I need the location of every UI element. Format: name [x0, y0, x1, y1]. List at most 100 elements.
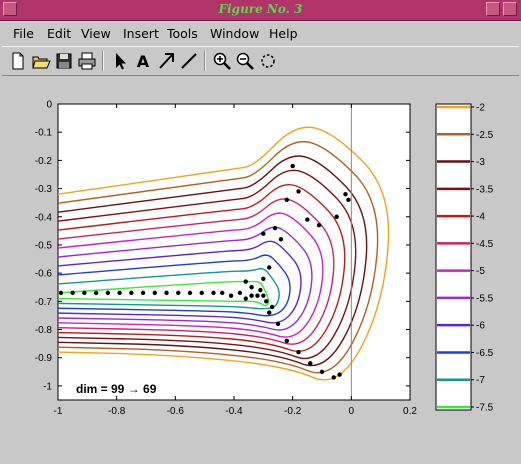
data-point — [211, 290, 216, 296]
y-tick-label: -0.3 — [35, 184, 53, 195]
x-tick-label: -0.2 — [284, 406, 302, 417]
menu-tools[interactable]: Tools — [167, 26, 198, 41]
figure-canvas[interactable]: -1 -0.8 -0.6 -0.4 -0.2 0 0.2 0 -0.1 -0.2 -0.3 -0.4… — [0, 76, 521, 464]
data-point — [272, 225, 278, 231]
colorbar-label: -2.5 — [476, 130, 494, 141]
y-tick-label: -0.9 — [35, 353, 53, 364]
window-menu-button[interactable] — [3, 2, 17, 16]
svg-text:A: A — [137, 52, 150, 71]
y-tick-label: -0.6 — [35, 269, 53, 280]
colorbar-label: -7 — [476, 375, 485, 386]
y-tick-label: -0.5 — [35, 240, 53, 251]
line-tool-icon[interactable] — [179, 51, 199, 71]
contour-line — [57, 126, 390, 381]
colorbar-levels: -2 -2.5 -3 -3.5 -4 -4.5 -5 -5.5 -6 -6.5 -7 -7.5 — [437, 103, 494, 414]
data-point — [343, 192, 348, 197]
colorbar-label: -4 — [476, 212, 485, 223]
data-point — [164, 290, 169, 296]
menu-file[interactable]: File — [13, 26, 34, 41]
text-tool-icon[interactable]: A — [133, 51, 153, 71]
data-point — [275, 321, 281, 327]
y-tick-label: -0.4 — [35, 212, 53, 223]
x-tick-label: 0 — [349, 406, 355, 417]
data-point — [220, 290, 225, 296]
data-point — [264, 299, 269, 304]
data-points — [58, 163, 351, 380]
save-icon[interactable] — [54, 51, 74, 71]
data-point — [267, 265, 272, 270]
data-point — [176, 290, 181, 296]
x-tick-label: -0.4 — [225, 406, 243, 417]
colorbar-label: -3 — [476, 157, 485, 168]
data-point — [261, 231, 266, 236]
data-point — [140, 290, 146, 296]
data-point — [261, 276, 266, 281]
data-point — [105, 290, 111, 296]
arrow-pointer-icon[interactable] — [110, 51, 130, 71]
contour-line — [57, 155, 368, 367]
data-point — [261, 293, 266, 298]
contour-line — [57, 280, 270, 307]
menu-view[interactable]: View — [81, 26, 111, 41]
colorbar-label: -6.5 — [476, 348, 494, 359]
open-folder-icon[interactable] — [31, 51, 51, 71]
x-tick-label: -0.6 — [167, 406, 185, 417]
colorbar — [435, 103, 472, 411]
colorbar-label: -5.5 — [476, 293, 494, 304]
y-axis: 0 -0.1 -0.2 -0.3 -0.4 -0.5 -0.6 -0.7 -0.8 -0.9 -1 — [35, 100, 410, 392]
data-point — [117, 290, 122, 296]
data-point — [284, 338, 289, 343]
colorbar-label: -7.5 — [476, 403, 494, 414]
x-tick-label: -0.8 — [108, 406, 126, 417]
data-point — [308, 361, 313, 366]
data-point — [243, 296, 248, 301]
contour-line — [57, 169, 357, 360]
data-point — [296, 189, 301, 194]
arrow-tool-icon[interactable] — [156, 51, 176, 71]
rotate-icon[interactable] — [258, 51, 278, 71]
data-point — [296, 349, 301, 355]
dim-annotation: dim = 99 → 69 — [76, 382, 157, 396]
colorbar-label: -5 — [476, 266, 485, 277]
x-tick-label: 0.2 — [403, 406, 417, 417]
data-point — [228, 293, 234, 298]
colorbar-label: -4.5 — [476, 239, 494, 250]
x-tick-label: -1 — [54, 406, 63, 417]
contour-line — [57, 212, 324, 338]
contour-line — [57, 141, 379, 374]
contour-line — [57, 240, 302, 324]
y-tick-label: 0 — [46, 100, 52, 111]
menu-window[interactable]: Window — [210, 26, 260, 41]
minimize-button[interactable] — [486, 2, 500, 16]
colorbar-label: -3.5 — [476, 184, 494, 195]
window-titlebar[interactable]: Figure No. 3 — [0, 0, 521, 21]
maximize-button[interactable] — [503, 2, 517, 16]
data-point — [249, 293, 254, 298]
x-axis: -1 -0.8 -0.6 -0.4 -0.2 0 0.2 — [54, 104, 417, 417]
y-tick-label: -1 — [43, 381, 52, 392]
y-tick-label: -0.8 — [35, 325, 53, 336]
data-point — [129, 290, 134, 296]
data-point — [284, 197, 289, 203]
window-title: Figure No. 3 — [218, 2, 303, 16]
data-point — [58, 290, 64, 296]
colorbar-label: -6 — [476, 321, 485, 332]
data-point — [237, 290, 243, 296]
toolbar-separator — [102, 51, 104, 71]
print-icon[interactable] — [77, 51, 97, 71]
data-point — [334, 214, 339, 219]
zoom-out-icon[interactable] — [235, 51, 255, 71]
y-tick-label: -0.2 — [35, 156, 53, 167]
y-tick-label: -0.1 — [35, 128, 53, 139]
data-point — [290, 163, 295, 169]
contour-line — [57, 198, 335, 345]
data-point — [278, 237, 284, 242]
zoom-in-icon[interactable] — [212, 51, 232, 71]
menu-help[interactable]: Help — [269, 26, 298, 41]
contour-lines — [57, 126, 390, 381]
menu-insert[interactable]: Insert — [123, 26, 159, 41]
data-point — [337, 372, 342, 377]
data-point — [319, 369, 325, 375]
new-file-icon[interactable] — [8, 51, 28, 71]
menu-edit[interactable]: Edit — [47, 26, 72, 41]
